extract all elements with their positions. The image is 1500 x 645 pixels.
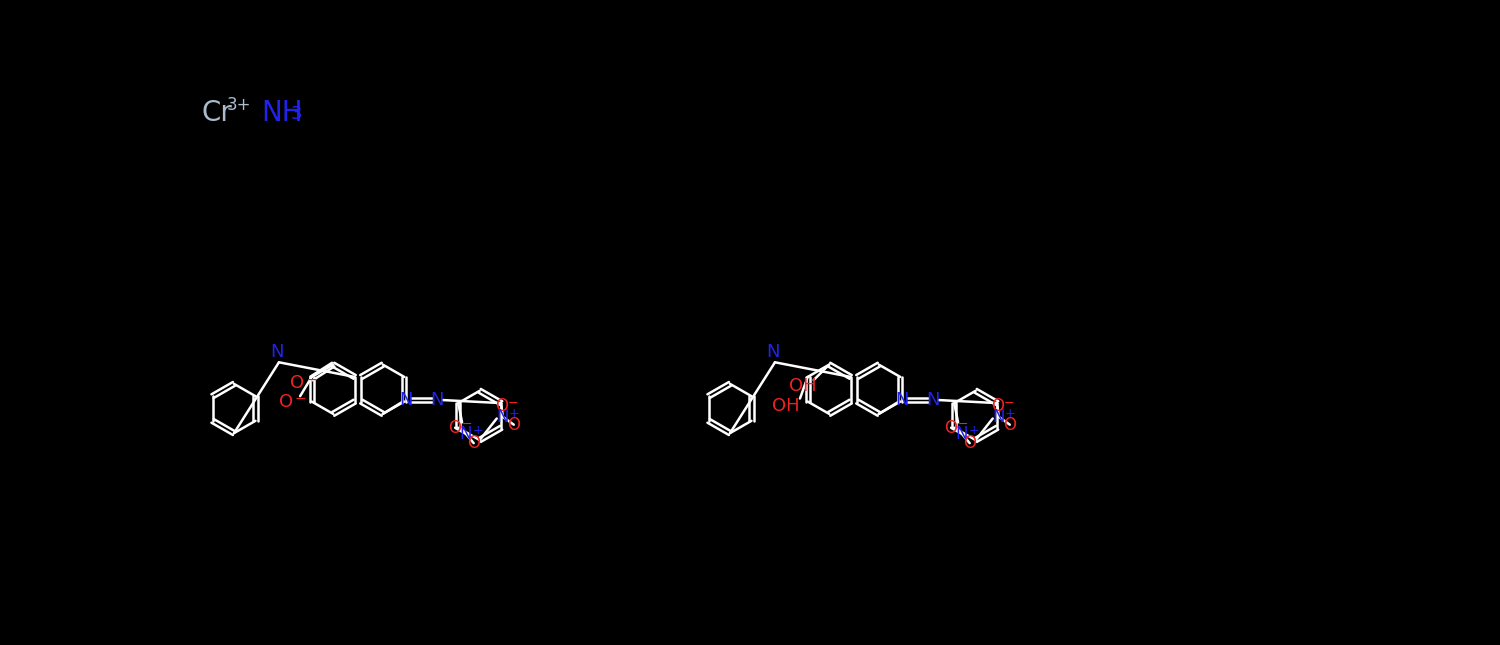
Text: N: N	[430, 391, 444, 409]
Text: N: N	[766, 342, 780, 361]
Text: −: −	[462, 418, 472, 431]
Text: N: N	[496, 408, 508, 426]
Text: −: −	[306, 373, 318, 387]
Text: N: N	[399, 391, 412, 409]
Text: +: +	[472, 424, 483, 437]
Text: N: N	[956, 425, 968, 443]
Text: −: −	[1004, 397, 1014, 410]
Text: O: O	[945, 419, 957, 437]
Text: −: −	[294, 392, 306, 406]
Text: +: +	[968, 424, 980, 437]
Text: N: N	[270, 342, 284, 361]
Text: O: O	[466, 434, 480, 452]
Text: N: N	[896, 391, 909, 409]
Text: 3: 3	[291, 105, 302, 123]
Text: −: −	[507, 397, 518, 410]
Text: +: +	[509, 408, 519, 421]
Text: OH: OH	[789, 377, 816, 395]
Text: NH: NH	[261, 99, 303, 127]
Text: OH: OH	[772, 397, 800, 415]
Text: −: −	[958, 418, 969, 431]
Text: O: O	[963, 434, 976, 452]
Text: O: O	[279, 393, 292, 412]
Text: +: +	[1005, 408, 1016, 421]
Text: N: N	[927, 391, 940, 409]
Text: O: O	[507, 415, 520, 433]
Text: O: O	[1004, 415, 1017, 433]
Text: O: O	[495, 397, 508, 415]
Text: 3+: 3+	[226, 96, 251, 114]
Text: O: O	[448, 419, 462, 437]
Text: Cr: Cr	[201, 99, 232, 127]
Text: O: O	[992, 397, 1004, 415]
Text: N: N	[993, 408, 1005, 426]
Text: O: O	[291, 374, 304, 392]
Text: N: N	[459, 425, 472, 443]
